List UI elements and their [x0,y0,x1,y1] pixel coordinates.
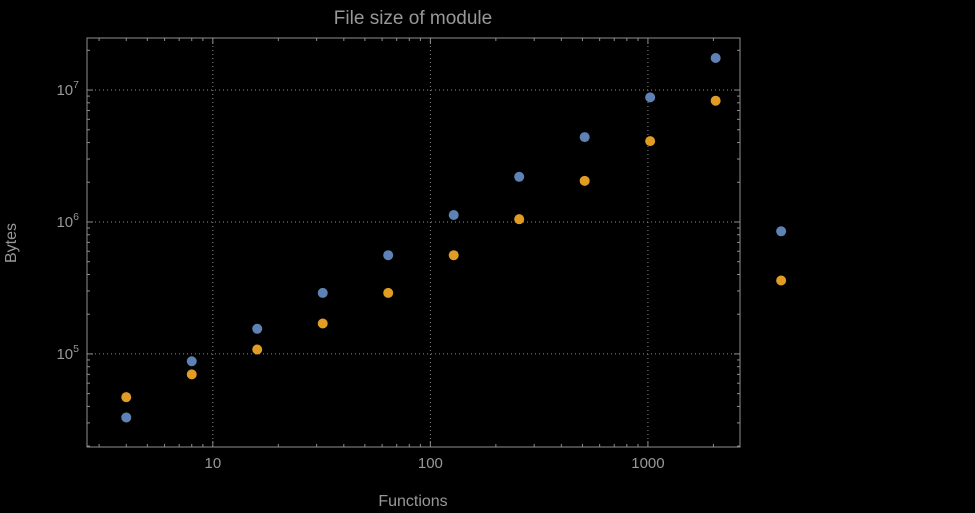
data-point [317,287,328,298]
data-point [252,323,263,334]
data-point [710,52,721,63]
data-point [514,214,525,225]
axis-tick-labels: 10 100 1000 105 106 107 [56,79,664,472]
data-point [645,136,656,147]
data-point [645,92,656,103]
x-tick-label: 10 [204,455,221,472]
data-point [579,132,590,143]
y-axis-label: Bytes [3,223,20,263]
data-point [776,226,787,237]
data-point [710,95,721,106]
data-point [776,275,787,286]
y-tick-label: 106 [56,211,79,231]
data-point [514,171,525,182]
data-point [186,369,197,380]
plot-frame [86,37,741,448]
axis-ticks [87,38,740,447]
y-tick-label: 105 [56,343,79,363]
data-point [383,287,394,298]
chart-title: File size of module [334,8,492,29]
x-tick-label: 1000 [631,455,664,472]
gridlines [87,38,740,447]
x-axis-label: Functions [378,493,447,510]
data-point [252,344,263,355]
data-point [121,392,132,403]
data-point [579,175,590,186]
data-point [186,356,197,367]
y-tick-label: 107 [56,79,79,99]
data-points [121,52,787,423]
data-point [448,209,459,220]
data-point [317,318,328,329]
data-point [383,250,394,261]
data-point [448,250,459,261]
x-tick-label: 100 [418,455,443,472]
data-point [121,412,132,423]
